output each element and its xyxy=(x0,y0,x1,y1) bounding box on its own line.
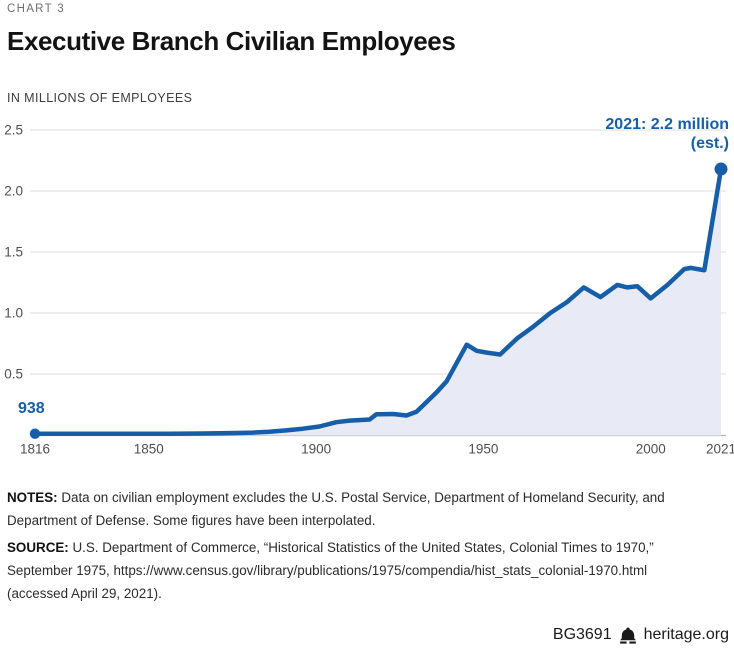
y-tick-label: 0.5 xyxy=(4,367,23,382)
liberty-bell-icon xyxy=(619,627,636,644)
x-tick-label: 2021 xyxy=(706,442,734,457)
employees-area-chart: 0.5 1.0 1.5 2.0 2.5 1816 1850 1900 1950 2000 2021 xyxy=(4,123,734,457)
notes-label: NOTES: xyxy=(7,490,58,505)
notes-text: Data on civilian employment excludes the… xyxy=(7,490,665,528)
start-point-marker xyxy=(29,428,41,439)
end-value-annotation-line1: 2021: 2.2 million xyxy=(605,116,729,133)
source-label: SOURCE: xyxy=(7,540,69,555)
notes-paragraph: NOTES: Data on civilian employment exclu… xyxy=(7,486,729,532)
site-domain: heritage.org xyxy=(643,626,729,643)
end-value-annotation: 2021: 2.2 million (est.) xyxy=(605,115,729,153)
notes-source-block: NOTES: Data on civilian employment exclu… xyxy=(7,486,729,605)
employees-line xyxy=(32,166,724,436)
x-tick-label: 1950 xyxy=(468,442,498,457)
y-tick-label: 1.5 xyxy=(4,245,23,260)
end-point-marker xyxy=(714,162,728,176)
x-tick-label: 2000 xyxy=(636,442,666,457)
x-tick-label: 1900 xyxy=(301,442,331,457)
start-value-label: 938 xyxy=(18,400,45,417)
chart-kicker: CHART 3 xyxy=(7,3,65,15)
x-tick-label: 1850 xyxy=(134,442,164,457)
chart-subtitle: IN MILLIONS OF EMPLOYEES xyxy=(7,91,193,105)
footer: BG3691 heritage.org xyxy=(553,626,729,644)
y-tick-label: 1.0 xyxy=(4,306,23,321)
x-tick-label: 1816 xyxy=(20,442,50,457)
source-paragraph: SOURCE: U.S. Department of Commerce, “Hi… xyxy=(7,536,729,605)
report-id: BG3691 xyxy=(552,626,612,643)
y-tick-label: 2.0 xyxy=(4,184,23,199)
y-tick-label: 2.5 xyxy=(4,123,23,138)
end-value-annotation-line2: (est.) xyxy=(690,135,729,152)
employees-area-fill xyxy=(35,169,721,436)
chart-title: Executive Branch Civilian Employees xyxy=(7,26,456,56)
source-text: U.S. Department of Commerce, “Historical… xyxy=(7,540,654,601)
